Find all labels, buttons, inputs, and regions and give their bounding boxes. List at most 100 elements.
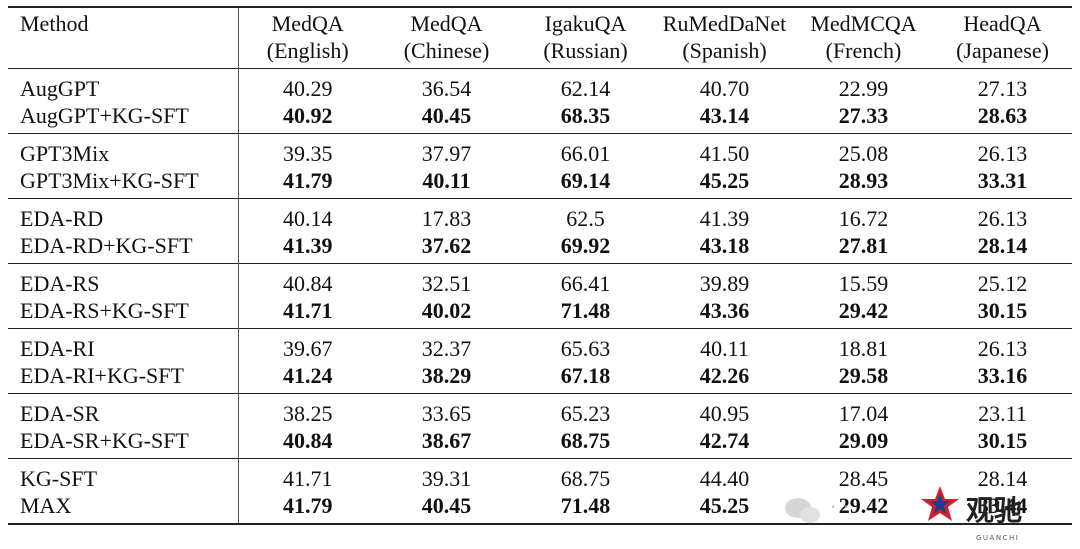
value-cell: 26.13 — [933, 198, 1072, 233]
value-cell: 17.83 — [377, 198, 516, 233]
value-cell: 43.14 — [699, 102, 750, 128]
value-cell: 43.36 — [699, 297, 750, 323]
value-cell: 45.25 — [699, 167, 750, 193]
value-cell: 41.79 — [283, 167, 333, 193]
value-cell: 66.41 — [516, 263, 655, 298]
value-cell: 33.31 — [977, 167, 1028, 193]
method-header: Method — [8, 7, 239, 69]
table-row: GPT3Mix+KG-SFT 41.79 40.11 69.14 45.25 28.93 3… — [8, 167, 1072, 199]
star-logo-icon — [921, 486, 959, 521]
value-cell: 37.62 — [421, 232, 472, 258]
value-cell: 40.45 — [377, 492, 516, 525]
value-cell: 62.5 — [516, 198, 655, 233]
value-cell: 17.04 — [794, 393, 933, 428]
watermark-logo-text: 观驰 — [966, 494, 1022, 527]
value-cell: 29.42 — [838, 297, 889, 323]
value-cell: 41.24 — [283, 362, 333, 388]
column-header-line1: RuMedDaNet — [662, 11, 787, 36]
value-cell: 65.23 — [516, 393, 655, 428]
value-cell: 45.25 — [655, 492, 794, 525]
value-cell: 40.11 — [422, 167, 471, 193]
table-row: EDA-RD 40.14 17.83 62.5 41.39 16.72 26.13 — [8, 198, 1072, 233]
method-cell: AugGPT+KG-SFT — [8, 102, 239, 134]
method-cell: KG-SFT — [8, 458, 239, 493]
value-cell: 15.59 — [794, 263, 933, 298]
column-header-line1: IgakuQA — [544, 11, 627, 36]
method-cell: EDA-RD+KG-SFT — [8, 232, 239, 264]
column-header-line2: (Japanese) — [956, 37, 1049, 63]
value-cell: 25.12 — [933, 263, 1072, 298]
table-row: EDA-RD+KG-SFT 41.39 37.62 69.92 43.18 27.81 28… — [8, 232, 1072, 264]
column-header: IgakuQA (Russian) — [516, 7, 655, 69]
value-cell: 40.02 — [421, 297, 472, 323]
value-cell: 37.97 — [377, 133, 516, 168]
column-header: RuMedDaNet (Spanish) — [655, 7, 794, 69]
value-cell: 38.29 — [421, 362, 472, 388]
method-cell: EDA-SR+KG-SFT — [8, 427, 239, 459]
value-cell: 26.13 — [933, 328, 1072, 363]
value-cell: 33.44 — [933, 492, 1072, 525]
value-cell: 38.25 — [238, 393, 377, 428]
value-cell: 41.39 — [283, 232, 333, 258]
column-header-line2: (French) — [825, 37, 902, 63]
column-header: HeadQA (Japanese) — [933, 7, 1072, 69]
value-cell: 22.99 — [794, 68, 933, 103]
value-cell: 28.63 — [977, 102, 1028, 128]
table-row: AugGPT+KG-SFT 40.92 40.45 68.35 43.14 27.33 28… — [8, 102, 1072, 134]
value-cell: 65.63 — [516, 328, 655, 363]
table-row: EDA-RI 39.67 32.37 65.63 40.11 18.81 26.13 — [8, 328, 1072, 363]
method-cell: EDA-RI+KG-SFT — [8, 362, 239, 394]
table-row: AugGPT 40.29 36.54 62.14 40.70 22.99 27.13 — [8, 68, 1072, 103]
value-cell: 40.92 — [283, 102, 333, 128]
value-cell: 33.65 — [377, 393, 516, 428]
table-row: GPT3Mix 39.35 37.97 66.01 41.50 25.08 26.13 — [8, 133, 1072, 168]
value-cell: 28.14 — [933, 458, 1072, 493]
method-cell: EDA-RS — [8, 263, 239, 298]
value-cell: 71.48 — [560, 297, 611, 323]
value-cell: 27.33 — [838, 102, 889, 128]
column-header: MedQA (English) — [238, 7, 377, 69]
value-cell: 32.37 — [377, 328, 516, 363]
value-cell: 39.35 — [238, 133, 377, 168]
table-row: KG-SFT 41.71 39.31 68.75 44.40 28.45 28.14 — [8, 458, 1072, 493]
column-header-line1: MedQA — [271, 11, 344, 36]
column-header: MedMCQA (French) — [794, 7, 933, 69]
value-cell: 41.71 — [238, 458, 377, 493]
value-cell: 71.48 — [516, 492, 655, 525]
table-row: MAX 41.79 40.45 71.48 45.25 29.42 33.44 — [8, 492, 1072, 525]
value-cell: 41.39 — [655, 198, 794, 233]
value-cell: 30.15 — [977, 297, 1028, 323]
method-cell: EDA-RS+KG-SFT — [8, 297, 239, 329]
value-cell: 44.40 — [655, 458, 794, 493]
value-cell: 16.72 — [794, 198, 933, 233]
value-cell: 40.84 — [283, 427, 333, 453]
table-header-row: Method MedQA (English) MedQA (Chinese) Iga… — [8, 7, 1072, 69]
results-table-container: Method MedQA (English) MedQA (Chinese) Iga… — [8, 6, 1072, 525]
value-cell: 27.13 — [933, 68, 1072, 103]
column-header-line2: (Chinese) — [403, 37, 490, 63]
value-cell: 41.71 — [283, 297, 333, 323]
value-cell: 39.89 — [655, 263, 794, 298]
value-cell: 66.01 — [516, 133, 655, 168]
value-cell: 28.93 — [838, 167, 889, 193]
column-header-line1: MedQA — [410, 11, 483, 36]
watermark-faint-text: · · — [830, 495, 849, 519]
value-cell: 39.67 — [238, 328, 377, 363]
table-row: EDA-RI+KG-SFT 41.24 38.29 67.18 42.26 29.58 33… — [8, 362, 1072, 394]
value-cell: 42.74 — [699, 427, 750, 453]
value-cell: 41.50 — [655, 133, 794, 168]
method-cell: EDA-RI — [8, 328, 239, 363]
column-header-line2: (English) — [266, 37, 349, 63]
value-cell: 40.11 — [655, 328, 794, 363]
value-cell: 42.26 — [699, 362, 750, 388]
value-cell: 25.08 — [794, 133, 933, 168]
value-cell: 40.14 — [238, 198, 377, 233]
value-cell: 40.84 — [238, 263, 377, 298]
column-header-line2: (Russian) — [543, 37, 628, 63]
column-header-line2: (Spanish) — [682, 37, 767, 63]
value-cell: 18.81 — [794, 328, 933, 363]
value-cell: 68.75 — [560, 427, 611, 453]
value-cell: 29.42 — [794, 492, 933, 525]
watermark-sub-text: GUANCHI — [976, 534, 1019, 542]
value-cell: 68.75 — [516, 458, 655, 493]
